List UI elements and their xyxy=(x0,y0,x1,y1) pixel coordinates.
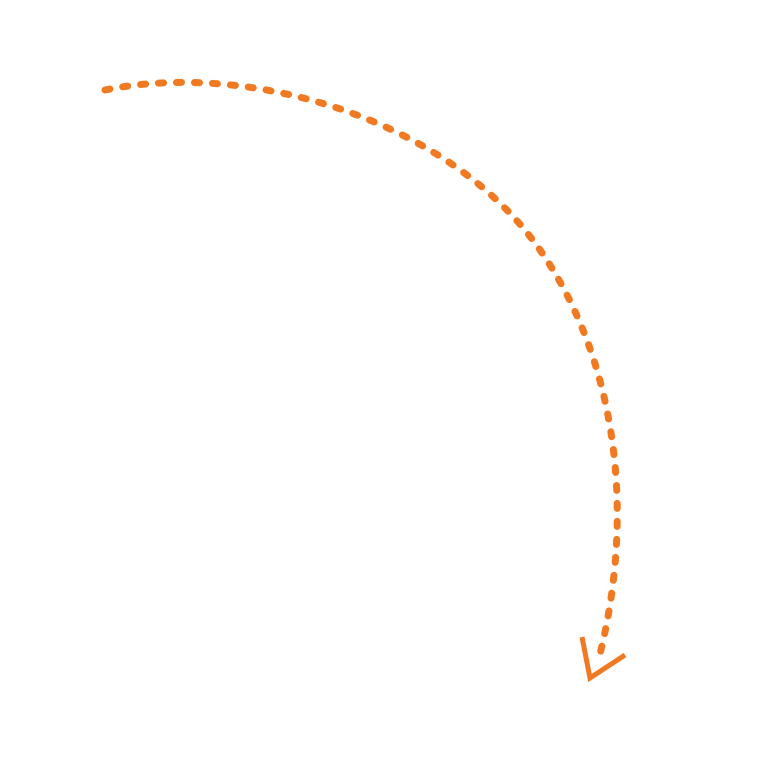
dotted-arrow-curve xyxy=(101,78,621,666)
arrow-head xyxy=(579,636,627,683)
